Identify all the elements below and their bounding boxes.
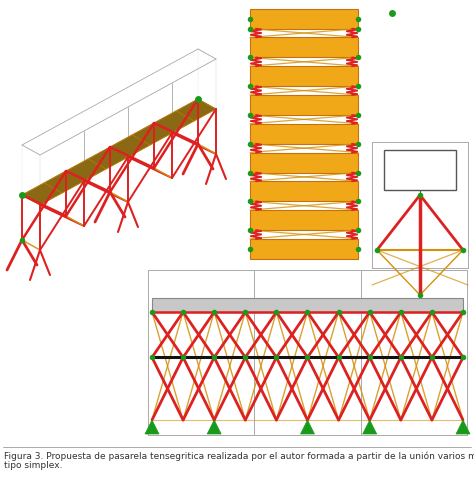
Polygon shape	[22, 183, 62, 205]
Polygon shape	[250, 210, 358, 230]
Polygon shape	[250, 95, 358, 115]
Polygon shape	[456, 420, 470, 434]
Polygon shape	[66, 159, 106, 181]
Polygon shape	[250, 152, 358, 172]
Polygon shape	[250, 66, 358, 86]
Polygon shape	[250, 239, 358, 259]
Polygon shape	[154, 111, 194, 133]
Polygon shape	[152, 298, 463, 312]
Polygon shape	[250, 9, 358, 28]
Polygon shape	[176, 99, 216, 121]
Polygon shape	[132, 123, 172, 145]
Polygon shape	[44, 171, 84, 193]
Polygon shape	[207, 420, 221, 434]
Text: tipo simplex.: tipo simplex.	[4, 461, 63, 470]
Text: Figura 3. Propuesta de pasarela tensegritica realizada por el autor formada a pa: Figura 3. Propuesta de pasarela tensegri…	[4, 451, 474, 461]
Polygon shape	[88, 147, 128, 169]
Polygon shape	[301, 420, 315, 434]
Polygon shape	[363, 420, 377, 434]
Polygon shape	[40, 59, 216, 205]
Polygon shape	[250, 37, 358, 57]
Polygon shape	[145, 420, 159, 434]
Polygon shape	[110, 135, 150, 157]
Polygon shape	[22, 145, 40, 205]
Polygon shape	[250, 181, 358, 201]
Polygon shape	[198, 49, 216, 109]
Polygon shape	[384, 150, 456, 190]
Polygon shape	[250, 124, 358, 144]
